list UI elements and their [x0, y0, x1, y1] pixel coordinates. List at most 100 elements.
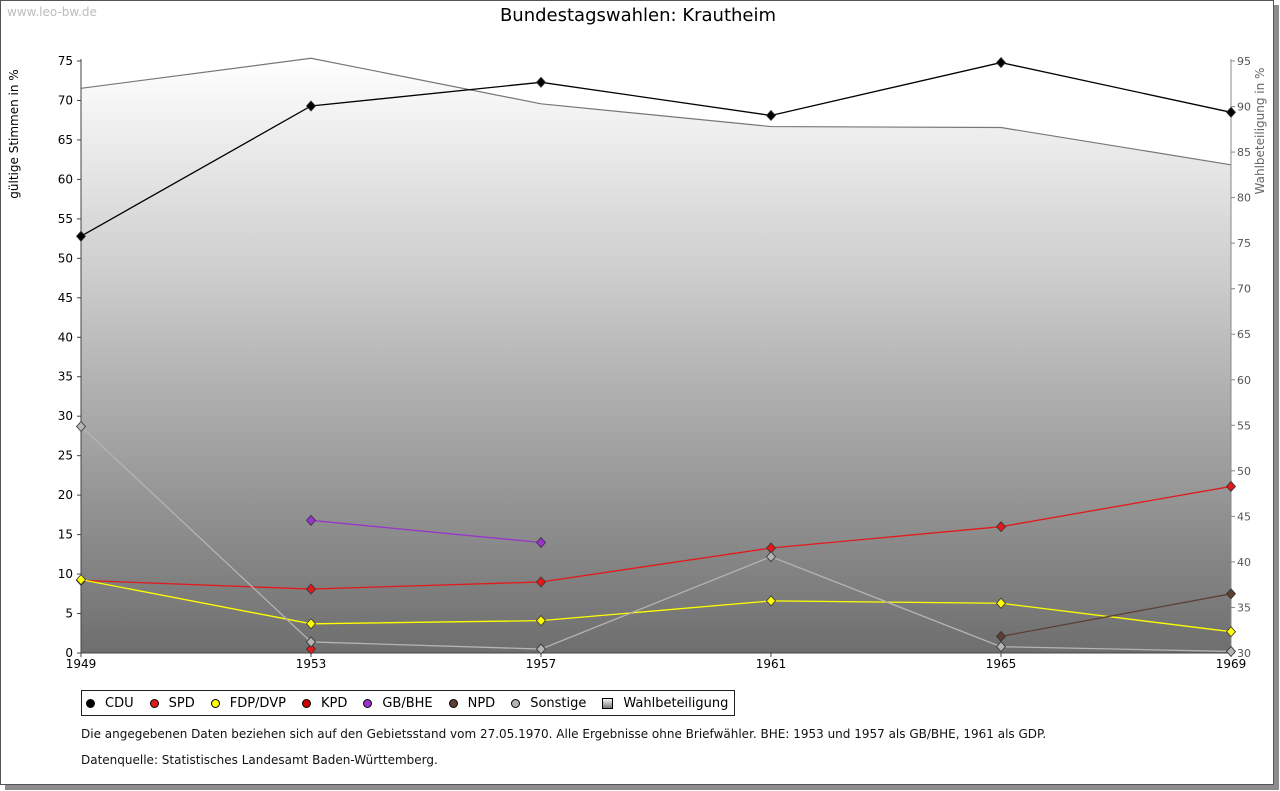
y2-tick-label: 70 — [1237, 283, 1251, 296]
data-point-sonstige — [765, 551, 777, 563]
legend-item-npd[interactable]: NPD — [448, 695, 496, 711]
legend-label: FDP/DVP — [229, 695, 286, 711]
legend-marker-fdp — [210, 698, 220, 708]
data-point-cdu — [75, 230, 87, 242]
y-tick-label: 65 — [58, 133, 73, 147]
data-point-spd — [535, 576, 547, 588]
y2-tick-label: 95 — [1237, 55, 1251, 68]
legend-item-spd[interactable]: SPD — [149, 695, 195, 711]
series-line-spd — [80, 485, 1232, 590]
legend-label: SPD — [168, 695, 195, 711]
data-point-fdp-dvp — [305, 618, 317, 630]
legend-item-wahlbeteiligung[interactable]: Wahlbeteiligung — [602, 696, 728, 711]
series-gb-bhe — [305, 514, 547, 549]
legend-label: Sonstige — [530, 695, 587, 711]
x-tick-label: 1969 — [1216, 657, 1247, 671]
legend-marker-spd — [149, 698, 159, 708]
watermark: www.leo-bw.de — [7, 5, 97, 19]
legend-label: KPD — [320, 695, 348, 711]
y2-tick-label: 60 — [1237, 374, 1251, 387]
legend-label: NPD — [467, 695, 496, 711]
y-axis-label: gültige Stimmen in % — [7, 69, 21, 198]
legend-marker-sonstige — [511, 698, 521, 708]
legend-item-cdu[interactable]: CDU — [86, 696, 134, 711]
chart-title: Bundestagswahlen: Krautheim — [499, 5, 777, 26]
y-tick-label: 75 — [58, 54, 73, 68]
data-point-sonstige — [535, 643, 547, 655]
y-tick-label: 10 — [58, 567, 73, 581]
y2-tick-label: 85 — [1237, 146, 1251, 159]
x-tick-label: 1965 — [986, 657, 1017, 671]
y-tick-label: 0 — [65, 646, 73, 660]
data-point-cdu — [1225, 106, 1237, 118]
turnout-area — [80, 57, 1232, 653]
data-point-gb-bhe — [305, 514, 317, 526]
series-sonstige — [75, 420, 1237, 658]
legend-label: GB/BHE — [382, 695, 433, 711]
legend-item-kpd[interactable]: KPD — [301, 695, 348, 711]
footnote: Die angegebenen Daten beziehen sich auf … — [81, 727, 1047, 741]
y2-tick-label: 55 — [1237, 419, 1251, 432]
legend-item-gbbhe[interactable]: GB/BHE — [363, 695, 433, 711]
y2-tick-label: 65 — [1237, 328, 1251, 341]
legend-marker-cdu — [86, 698, 95, 708]
data-point-cdu — [765, 109, 777, 122]
x-tick-label: 1961 — [756, 657, 787, 671]
data-point-sonstige — [305, 636, 317, 648]
data-point-fdp-dvp — [765, 595, 777, 607]
y2-tick-label: 30 — [1237, 647, 1251, 660]
data-point-sonstige — [1225, 645, 1237, 658]
data-point-spd — [1225, 480, 1237, 493]
data-point-cdu — [535, 76, 547, 88]
x-tick-label: 1957 — [526, 657, 557, 671]
chart-svg: 0 5 10 15 20 25 30 35 40 45 50 55 60 65 70 75 30 35 40 45 50… — [7, 54, 1267, 671]
y-tick-label: 30 — [58, 409, 73, 423]
data-point-gb-bhe — [535, 536, 547, 549]
data-point-fdp-dvp — [75, 573, 87, 586]
series-kpd — [305, 643, 317, 655]
y-tick-label: 25 — [58, 449, 73, 463]
y-tick-label: 35 — [58, 370, 73, 384]
y2-axis-label: Wahlbeteiligung in % — [1253, 68, 1267, 195]
y-tick-label: 70 — [58, 93, 73, 107]
legend: CDU SPD FDP/DVP KPD GB/BHE NPD Sonstige — [81, 690, 736, 716]
turnout-area-fill — [81, 58, 1231, 653]
legend-marker-wahlbeteiligung — [602, 697, 614, 709]
y-tick-label: 15 — [58, 528, 73, 542]
y2-tick-label: 75 — [1237, 237, 1251, 250]
y-tick-label: 55 — [58, 212, 73, 226]
y2-tick-label: 35 — [1237, 601, 1251, 614]
series — [75, 56, 1237, 658]
y2-tick-label: 90 — [1237, 101, 1251, 114]
series-line-sonstige — [80, 425, 1232, 653]
series-line-gb-bhe — [310, 519, 542, 544]
y-tick-label: 40 — [58, 330, 73, 344]
legend-marker-kpd — [301, 698, 311, 708]
y2-tick-label: 50 — [1237, 465, 1251, 478]
y-tick-label: 45 — [58, 291, 73, 305]
legend-marker-gbbhe — [363, 698, 373, 708]
data-point-fdp-dvp — [1225, 626, 1237, 638]
legend-item-fdp[interactable]: FDP/DVP — [210, 695, 286, 711]
legend-label: Wahlbeteiligung — [623, 695, 729, 711]
series-line-fdp-dvp — [80, 578, 1232, 633]
data-point-spd — [305, 583, 317, 595]
series-fdp-dvp — [75, 573, 1237, 638]
y2-tick-label: 45 — [1237, 510, 1251, 523]
axes: 0 5 10 15 20 25 30 35 40 45 50 55 60 65 70 75 30 35 40 45 50… — [58, 54, 1251, 671]
y2-tick-label: 40 — [1237, 556, 1251, 569]
legend-marker-npd — [448, 698, 458, 708]
series-line-npd — [1000, 593, 1232, 638]
series-npd — [995, 588, 1237, 643]
data-point-npd — [1225, 588, 1237, 600]
data-point-sonstige — [995, 641, 1007, 653]
y-tick-label: 5 — [65, 607, 73, 621]
data-point-cdu — [995, 56, 1007, 69]
legend-label: CDU — [105, 695, 134, 711]
y-tick-label: 20 — [58, 488, 73, 502]
data-point-kpd — [305, 643, 317, 655]
series-line-cdu — [80, 61, 1232, 237]
legend-item-sonstige[interactable]: Sonstige — [511, 696, 586, 711]
data-point-cdu — [305, 100, 317, 112]
